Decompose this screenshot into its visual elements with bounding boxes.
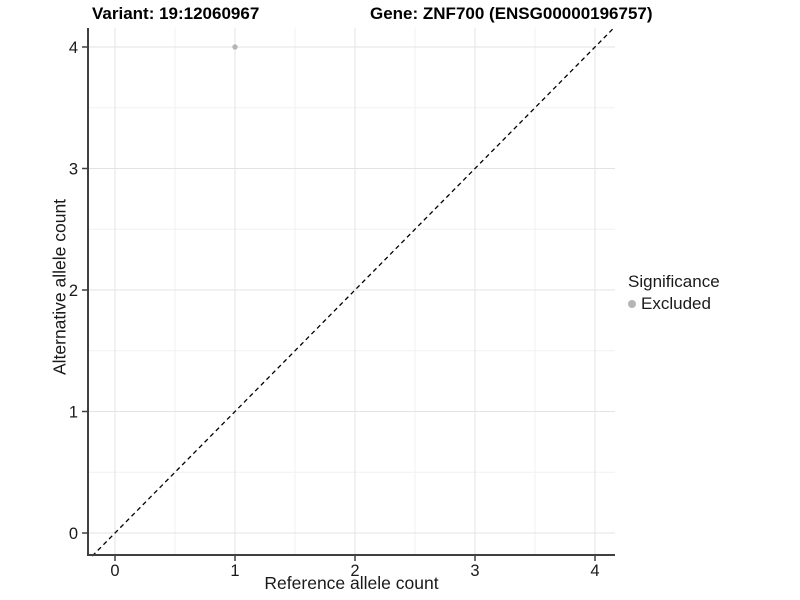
legend-entry-label: Excluded [641, 294, 711, 313]
y-tick-label: 2 [69, 282, 78, 300]
x-tick-label: 1 [230, 562, 239, 580]
x-tick-label: 0 [110, 562, 119, 580]
x-tick-label: 4 [590, 562, 599, 580]
identity-line [91, 27, 615, 557]
y-tick-label: 4 [69, 39, 78, 57]
y-tick-label: 0 [69, 525, 78, 543]
x-tick-label: 3 [470, 562, 479, 580]
y-tick-label: 3 [69, 161, 78, 179]
plot-title-variant: Variant: 19:12060967 [92, 4, 260, 23]
data-point [232, 44, 238, 50]
plot-title-gene: Gene: ZNF700 (ENSG00000196757) [370, 4, 653, 23]
legend-point-icon [628, 299, 636, 308]
legend-entry-excluded: Excluded [628, 294, 720, 313]
x-axis-title: Reference allele count [264, 573, 439, 593]
x-tick-label: 2 [350, 562, 359, 580]
y-tick-label: 1 [69, 404, 78, 422]
legend: Significance Excluded [628, 272, 720, 313]
y-axis-title: Alternative allele count [49, 198, 70, 376]
legend-title: Significance [628, 272, 720, 291]
